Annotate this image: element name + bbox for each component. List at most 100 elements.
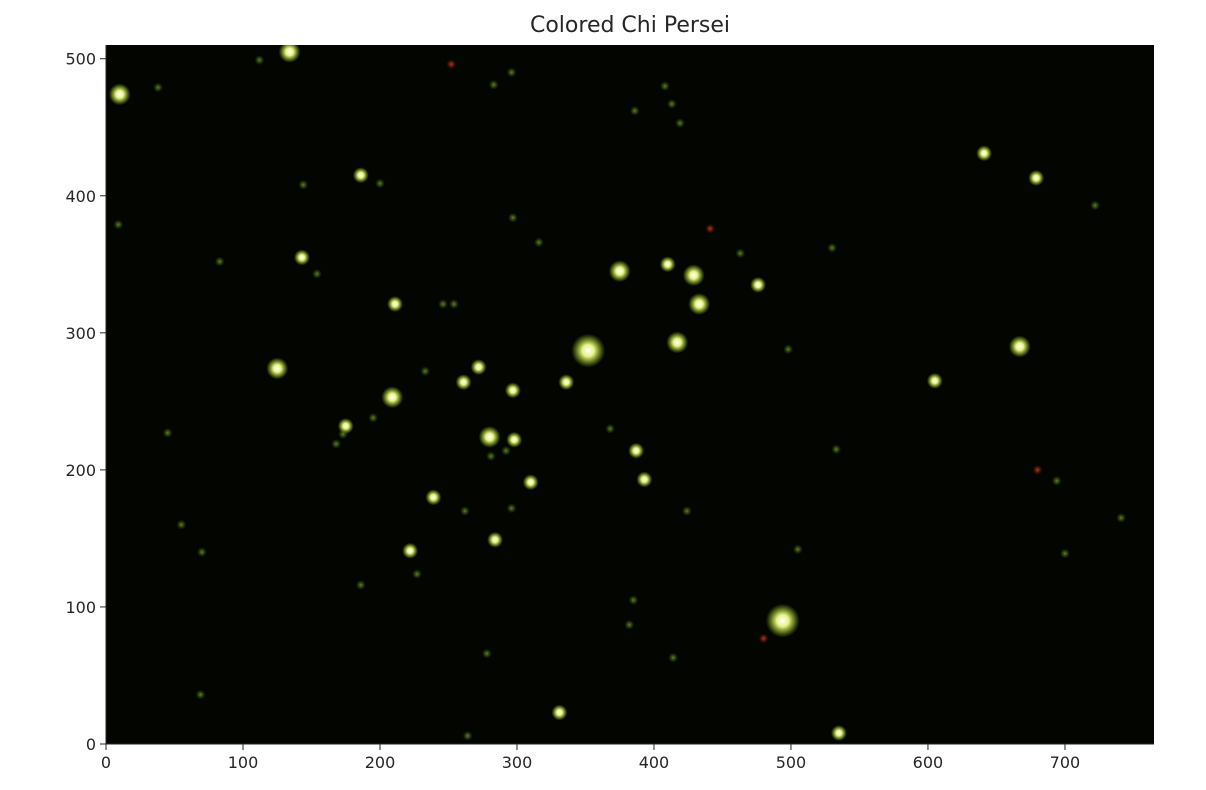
star-66 [758, 633, 769, 644]
star-61 [551, 704, 568, 721]
star-8 [374, 178, 385, 189]
x-tick-label: 300 [502, 753, 533, 772]
x-tick-label: 0 [101, 753, 111, 772]
star-44 [501, 445, 512, 456]
star-64 [668, 652, 679, 663]
star-40 [368, 412, 379, 423]
star-82 [681, 506, 692, 516]
star-34 [629, 105, 640, 116]
star-39 [331, 438, 342, 449]
star-83 [605, 423, 616, 434]
star-19 [470, 359, 487, 376]
y-tick-label: 200 [65, 461, 96, 480]
star-12 [387, 296, 404, 313]
x-tick-label: 200 [365, 753, 396, 772]
y-tick-label: 0 [86, 735, 96, 754]
star-38 [337, 429, 348, 440]
star-36 [783, 344, 794, 355]
star-14 [448, 299, 459, 310]
star-13 [438, 299, 449, 310]
star-10 [311, 268, 322, 279]
star-21 [558, 374, 575, 391]
star-15 [266, 357, 289, 380]
star-75 [1059, 548, 1070, 559]
star-18 [455, 374, 472, 391]
y-tick-label: 500 [65, 50, 96, 69]
star-30 [666, 331, 689, 354]
star-33 [666, 98, 677, 109]
star-79 [507, 212, 518, 223]
star-57 [176, 519, 187, 530]
star-2 [446, 59, 457, 70]
star-81 [506, 67, 517, 78]
star-41 [478, 425, 501, 448]
star-84 [831, 444, 842, 455]
star-25 [682, 264, 705, 287]
star-7 [352, 167, 369, 184]
star-62 [628, 595, 639, 606]
star-35 [827, 242, 838, 253]
star-74 [1032, 464, 1043, 475]
star-9 [293, 249, 310, 266]
star-24 [659, 256, 676, 273]
star-52 [411, 569, 422, 580]
star-63 [624, 619, 635, 630]
star-54 [355, 580, 366, 591]
star-11 [214, 256, 225, 267]
star-1 [278, 45, 301, 63]
x-tick-label: 100 [228, 753, 259, 772]
star-69 [926, 372, 943, 389]
star-27 [705, 223, 716, 234]
star-42 [506, 431, 523, 448]
x-tick-label: 500 [776, 753, 807, 772]
star-68 [830, 725, 847, 742]
star-46 [628, 442, 645, 459]
star-45 [522, 474, 539, 491]
star-76 [1116, 512, 1127, 523]
star-26 [688, 293, 711, 316]
star-58 [195, 689, 206, 700]
star-22 [571, 333, 606, 368]
y-axis: 0 100 200 300 400 500 [65, 45, 107, 754]
star-70 [976, 145, 993, 162]
star-50 [506, 503, 517, 514]
star-51 [402, 542, 419, 559]
star-23 [608, 260, 631, 283]
y-tick-label: 400 [65, 187, 96, 206]
star-6 [298, 179, 309, 190]
x-tick-label: 400 [639, 753, 670, 772]
y-tick-label: 300 [65, 324, 96, 343]
star-48 [425, 489, 442, 506]
star-3 [153, 82, 164, 93]
star-55 [196, 547, 207, 558]
star-60 [462, 730, 473, 741]
stars-layer [108, 45, 1127, 742]
star-77 [1090, 200, 1101, 211]
x-tick-label: 700 [1050, 753, 1081, 772]
star-32 [675, 118, 686, 129]
star-49 [459, 506, 470, 516]
star-78 [533, 237, 544, 248]
star-20 [504, 382, 521, 399]
star-field-image [106, 45, 1154, 744]
image-title: Colored Chi Persei [530, 13, 730, 38]
star-5 [113, 219, 124, 230]
star-4 [254, 55, 265, 66]
star-43 [485, 451, 496, 462]
y-tick-label: 100 [65, 598, 96, 617]
star-31 [659, 81, 670, 92]
star-80 [488, 79, 499, 90]
star-59 [481, 648, 492, 659]
star-72 [1028, 169, 1045, 186]
star-56 [162, 427, 173, 438]
star-17 [381, 386, 404, 409]
star-53 [487, 531, 504, 548]
star-28 [735, 248, 746, 259]
star-67 [792, 544, 803, 555]
x-axis: 0 100 200 300 400 500 600 700 [101, 743, 1154, 772]
star-71 [1008, 335, 1031, 358]
star-16 [420, 366, 431, 377]
star-29 [750, 276, 767, 293]
star-47 [636, 471, 653, 488]
